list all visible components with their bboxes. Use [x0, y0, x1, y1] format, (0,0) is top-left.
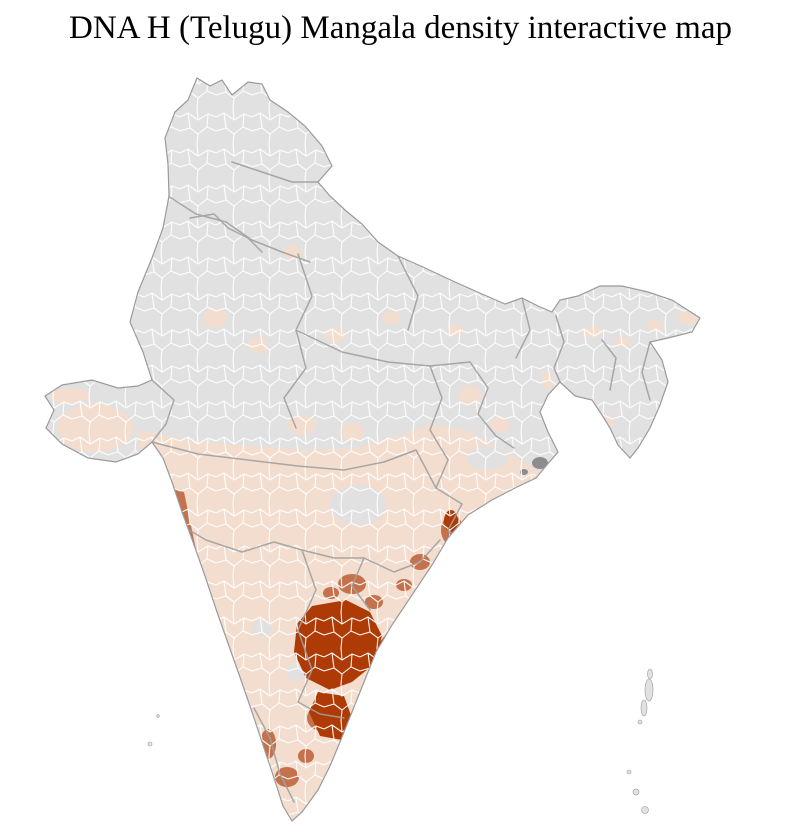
region-urban-kolkata-2[interactable]: [520, 469, 528, 475]
andaman-island-3[interactable]: [640, 699, 648, 717]
region-low-assam-3[interactable]: [647, 320, 663, 330]
state-borders: [151, 161, 651, 803]
nicobar-island-2[interactable]: [632, 788, 640, 796]
region-med-telangana-1[interactable]: [338, 574, 366, 594]
region-low-tripura[interactable]: [598, 413, 614, 427]
page-title: DNA H (Telugu) Mangala density interacti…: [69, 10, 732, 46]
region-low-arunachal[interactable]: [678, 311, 698, 325]
region-nodata-vidarbha[interactable]: [330, 485, 386, 525]
region-low-rajasthan-2[interactable]: [248, 337, 268, 353]
region-low-mp-2[interactable]: [340, 423, 364, 441]
region-low-bihar[interactable]: [447, 324, 463, 336]
region-low-bengal-2[interactable]: [542, 371, 554, 389]
region-low-rajasthan-1[interactable]: [203, 308, 227, 328]
region-med-tn-4[interactable]: [298, 749, 314, 763]
region-med-telangana-4[interactable]: [396, 579, 412, 591]
nicobar-island-3[interactable]: [641, 806, 649, 814]
region-low-bengal-1[interactable]: [490, 417, 510, 433]
nicobar-island-1[interactable]: [626, 769, 632, 775]
island-groups[interactable]: [147, 668, 654, 814]
region-low-saurashtra[interactable]: [57, 404, 133, 452]
andaman-island-4[interactable]: [637, 719, 643, 725]
lakshadweep-island-1[interactable]: [147, 741, 153, 747]
region-high-rayalaseema[interactable]: [294, 600, 382, 690]
andaman-island-2[interactable]: [644, 678, 654, 702]
region-low-up-2[interactable]: [381, 311, 399, 325]
region-low-up-1[interactable]: [325, 327, 345, 343]
region-low-jharkhand[interactable]: [458, 386, 482, 404]
region-nodata-odisha[interactable]: [467, 446, 507, 470]
region-med-goa[interactable]: [192, 577, 202, 593]
lakshadweep-island-2[interactable]: [156, 714, 160, 718]
region-med-telangana-3[interactable]: [323, 587, 339, 599]
region-low-assam-2[interactable]: [614, 337, 630, 347]
region-low-kutch[interactable]: [50, 388, 90, 404]
region-low-assam-1[interactable]: [582, 326, 602, 338]
andaman-island-1[interactable]: [647, 668, 653, 680]
country-outline: [44, 77, 701, 822]
region-nodata-karnataka-1[interactable]: [252, 620, 272, 636]
